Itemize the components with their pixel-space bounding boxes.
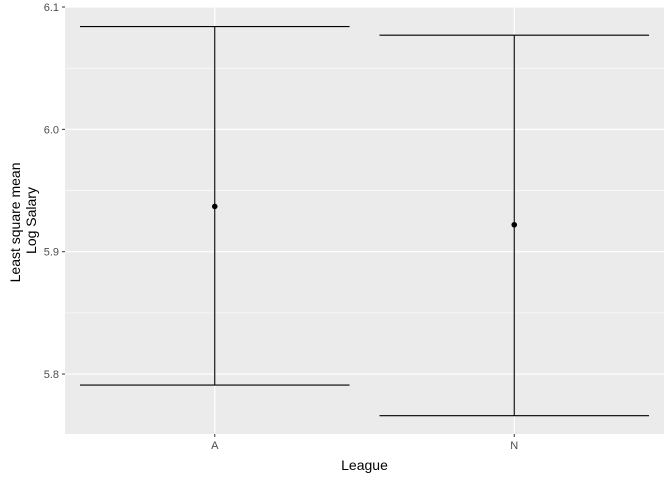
mean-point <box>511 221 518 228</box>
y-axis-title-line-1: Least square mean <box>7 163 23 283</box>
x-tick-label: A <box>211 440 219 452</box>
data-marks <box>79 26 650 417</box>
y-tick-label: 5.8 <box>44 369 59 381</box>
x-tick-label: N <box>510 440 518 452</box>
plot-panel <box>65 7 664 434</box>
x-axis-title: League <box>341 457 388 473</box>
y-axis-title-line-2: Log Salary <box>23 187 39 254</box>
y-axis-title: Least square mean Log Salary <box>7 159 39 283</box>
axis-ticks <box>62 6 515 437</box>
mean-point <box>211 203 218 210</box>
tick-labels: 5.8 5.9 6.0 6.1 A N <box>44 2 519 452</box>
y-tick-label: 5.9 <box>44 247 59 259</box>
y-tick-label: 6.0 <box>44 124 59 136</box>
y-tick-label: 6.1 <box>44 2 59 14</box>
